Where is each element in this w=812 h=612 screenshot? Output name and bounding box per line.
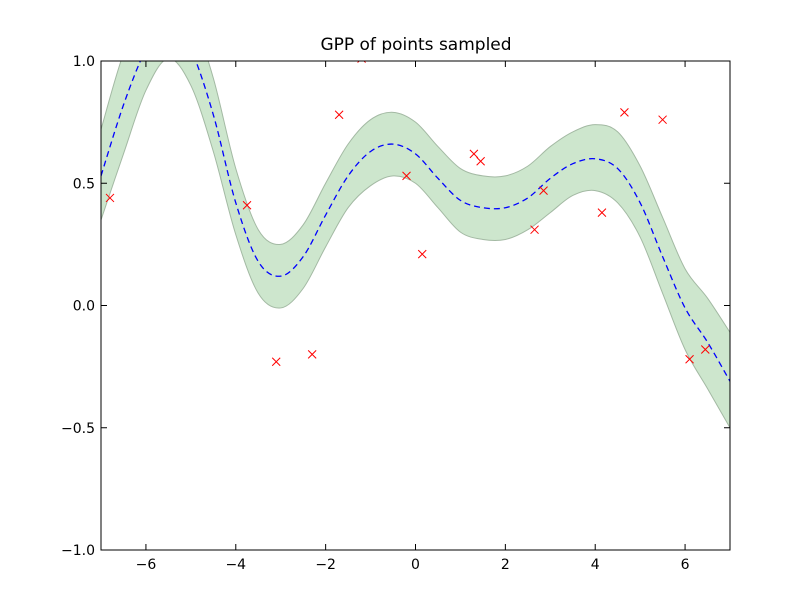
mean-dashed-line (101, 61, 730, 382)
sample-point (597, 208, 607, 217)
x-tick-label: 6 (681, 557, 690, 573)
sample-point (242, 200, 252, 210)
sample-point (271, 357, 281, 367)
x-tick-label: −6 (136, 557, 157, 573)
x-tick-label: 4 (591, 557, 600, 573)
x-tick-label: 0 (411, 557, 420, 573)
sample-point (539, 186, 548, 195)
sample-point (469, 149, 479, 159)
sample-points (105, 61, 710, 367)
sample-point (620, 107, 629, 117)
confidence-band (101, 61, 730, 428)
y-tick-label: 0.5 (73, 176, 95, 192)
sample-point (402, 171, 411, 181)
x-tick-label: 2 (501, 557, 510, 573)
sample-point (334, 110, 344, 120)
sample-point (307, 350, 317, 359)
sample-point (105, 193, 115, 203)
sample-point (530, 225, 539, 235)
x-tick-label: −2 (315, 557, 336, 573)
sample-point (685, 354, 694, 364)
confidence-band-upper-edge (101, 61, 730, 333)
y-tick-label: 1.0 (73, 54, 95, 70)
chart-title: GPP of points sampled (320, 35, 511, 55)
y-tick-label: −0.5 (61, 421, 95, 437)
sample-point (476, 156, 485, 166)
sample-point (700, 345, 710, 354)
y-tick-label: −1.0 (61, 543, 95, 559)
axis-ticks: −6 −4 −2 0 2 4 6 −1.0 −0.5 0.0 0.5 1.0 (61, 54, 730, 573)
x-tick-label: −4 (225, 557, 246, 573)
y-tick-label: 0.0 (73, 299, 95, 315)
sample-point (417, 249, 427, 259)
confidence-band-lower-edge (101, 61, 730, 428)
sample-point (658, 115, 667, 125)
